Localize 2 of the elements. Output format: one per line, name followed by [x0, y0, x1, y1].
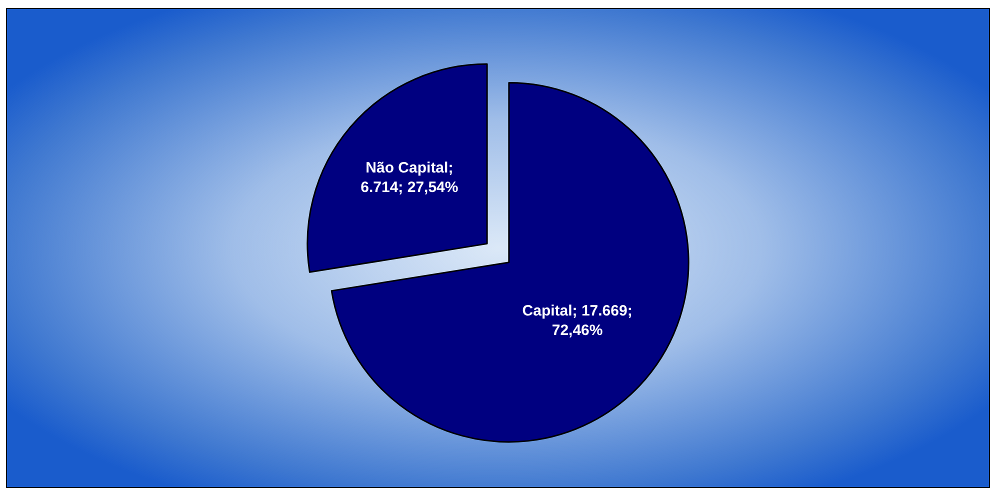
slice-label: Não Capital; 6.714; 27,54% [360, 159, 458, 196]
slice-label: Capital; 17.669; 72,46% [522, 302, 632, 339]
